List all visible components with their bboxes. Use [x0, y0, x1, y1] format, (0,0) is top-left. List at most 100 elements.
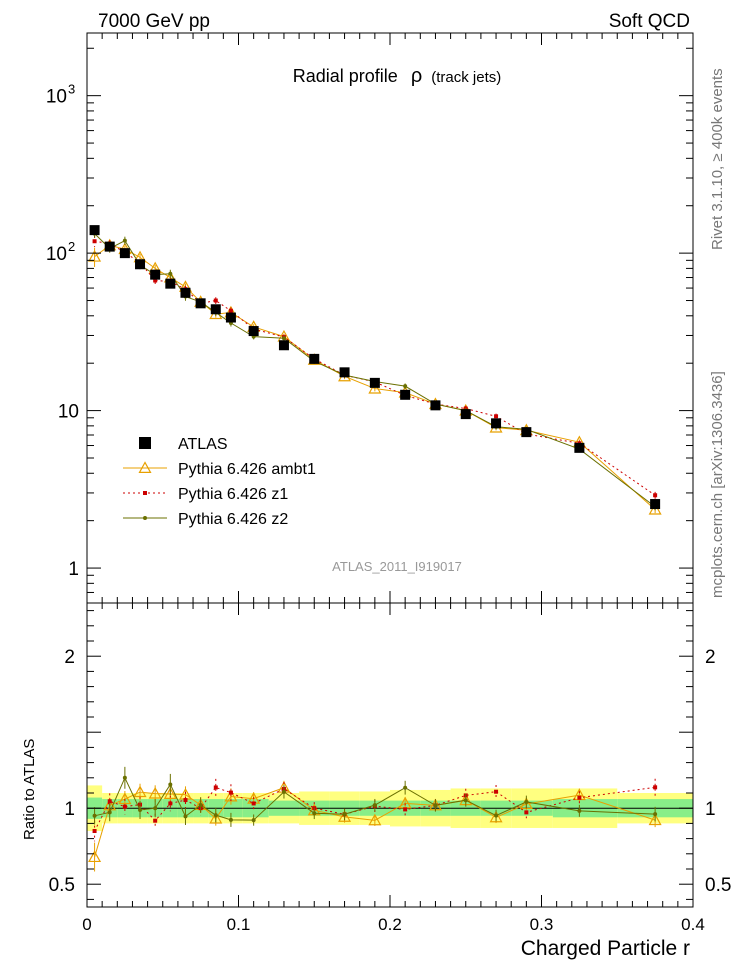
data-point-ambt1	[88, 249, 102, 262]
ratio-line-z2	[94, 776, 656, 821]
legend-label: ATLAS	[178, 436, 228, 453]
legend-marker	[143, 491, 147, 495]
ratio-point-z1	[168, 801, 173, 806]
y-tick-exponent-main: 2	[68, 239, 75, 254]
y-tick-label-ratio-right: 0.5	[705, 875, 731, 896]
y-tick-label-ratio-left: 1	[64, 799, 75, 820]
ratio-series	[88, 766, 662, 872]
data-point-atlas	[460, 409, 471, 420]
plot-title-sub: (track jets)	[431, 69, 501, 86]
data-point-z2	[281, 336, 286, 341]
ratio-point-z2	[228, 817, 233, 822]
ratio-point-z2	[342, 812, 347, 817]
side-rivet-label: Rivet 3.1.10, ≥ 400k events	[709, 68, 726, 250]
ratio-point-z2	[153, 806, 158, 811]
ratio-point-ambt1	[163, 787, 177, 799]
data-point-atlas	[210, 304, 221, 315]
header-left-label: 7000 GeV pp	[98, 11, 210, 32]
ratio-point-z1	[107, 799, 112, 804]
legend-label: Pythia 6.426 z1	[178, 486, 288, 503]
y-tick-label-main: 10	[46, 87, 67, 108]
x-axis-label: Charged Particle r	[521, 937, 690, 960]
data-point-atlas	[195, 298, 206, 309]
ratio-point-ambt1	[118, 792, 132, 805]
data-point-z1	[653, 493, 658, 498]
ratio-point-z1	[524, 810, 529, 815]
main-series	[88, 225, 662, 515]
ratio-point-z1	[92, 829, 97, 833]
data-point-atlas	[119, 248, 130, 259]
ratio-point-z2	[312, 811, 317, 816]
header-right-label: Soft QCD	[609, 11, 690, 32]
data-point-z1	[153, 278, 158, 283]
legend-marker	[138, 461, 152, 473]
y-tick-label-main: 10	[46, 244, 67, 265]
legend-marker-atlas	[139, 437, 151, 449]
ratio-plot-frame	[86, 602, 694, 908]
data-point-ambt1	[368, 381, 382, 394]
x-tick-label: 0.2	[378, 915, 402, 934]
y-tick-label-main: 10	[58, 402, 79, 423]
ratio-point-ambt1	[209, 811, 223, 824]
analysis-watermark: ATLAS_2011_I919017	[332, 559, 462, 574]
side-mcplots-label: mcplots.cern.ch [arXiv:1306.3436]	[709, 371, 726, 598]
y-tick-label-ratio-right: 2	[705, 647, 716, 668]
y-tick-label-ratio-left: 2	[64, 647, 75, 668]
ratio-point-z2	[122, 775, 127, 780]
ratio-point-ambt1	[133, 785, 147, 798]
y-tick-exponent-main: 3	[68, 82, 75, 97]
data-point-z1	[92, 239, 97, 244]
series-line-z1	[94, 240, 656, 496]
data-point-ambt1	[648, 502, 662, 515]
ratio-line-ambt1	[94, 787, 656, 858]
legend-label: Pythia 6.426 ambt1	[178, 461, 316, 478]
ratio-point-z2	[168, 782, 173, 787]
data-point-atlas	[278, 340, 289, 351]
ratio-point-z2	[138, 807, 143, 812]
ratio-point-z1	[403, 807, 408, 812]
ratio-point-z2	[653, 812, 658, 817]
plot-title: Radial profile ρ (track jets)	[293, 65, 502, 87]
data-point-atlas	[650, 499, 661, 510]
data-point-atlas	[135, 259, 146, 270]
data-point-atlas	[369, 377, 380, 388]
ratio-point-z2	[463, 798, 468, 803]
data-point-atlas	[339, 367, 350, 378]
ratio-point-z2	[494, 813, 499, 818]
ratio-point-z2	[213, 813, 218, 818]
ratio-point-z1	[153, 818, 158, 823]
data-point-z2	[403, 384, 408, 389]
ratio-point-z1	[183, 798, 188, 803]
data-point-z2	[122, 238, 127, 243]
ratio-point-z2	[198, 803, 203, 808]
legend-label: Pythia 6.426 z2	[178, 511, 288, 528]
y-tick-label-main: 1	[68, 559, 79, 580]
ratio-point-z2	[251, 818, 256, 823]
y-tick-label-ratio-right: 1	[705, 799, 716, 820]
ratio-point-ambt1	[88, 850, 102, 863]
legend: ATLAS Pythia 6.426 ambt1 Pythia 6.426 z1 Py…	[123, 436, 316, 528]
data-point-atlas	[104, 241, 115, 252]
x-tick-label: 0	[82, 915, 91, 934]
data-point-z2	[168, 271, 173, 276]
ratio-point-z2	[281, 789, 286, 794]
ratio-point-z1	[213, 785, 218, 790]
ratio-point-z2	[183, 814, 188, 819]
ratio-point-z2	[433, 803, 438, 808]
plot-title-symbol: ρ	[411, 65, 422, 87]
ratio-point-z2	[107, 810, 112, 815]
ratio-point-z1	[251, 801, 256, 806]
ratio-point-z1	[577, 795, 582, 800]
data-point-atlas	[491, 418, 502, 429]
x-tick-label: 0.4	[681, 915, 705, 934]
data-point-atlas	[309, 353, 320, 364]
data-point-atlas	[225, 312, 236, 323]
data-point-atlas	[248, 326, 259, 337]
legend-marker	[143, 516, 147, 520]
data-point-atlas	[150, 269, 161, 280]
data-point-z1	[228, 308, 233, 313]
ratio-point-z2	[403, 785, 408, 790]
plot-title-main: Radial profile	[293, 66, 398, 86]
